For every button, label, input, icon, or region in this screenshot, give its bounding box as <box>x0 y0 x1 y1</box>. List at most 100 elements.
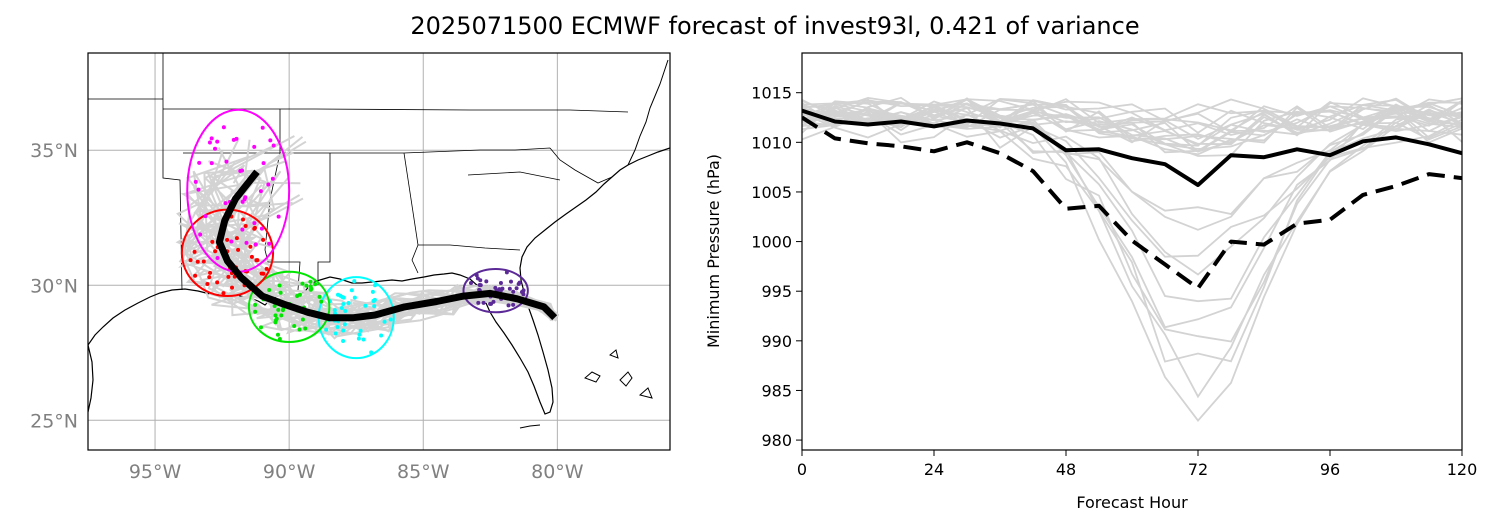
member-position-dot <box>521 292 526 297</box>
member-position-dot <box>382 319 387 324</box>
member-position-dot <box>500 286 505 291</box>
member-position-dot <box>276 307 281 312</box>
member-position-dot <box>506 303 511 308</box>
member-pressure-line <box>802 110 1462 215</box>
member-position-dot <box>279 313 284 318</box>
member-position-dot <box>356 336 361 341</box>
pressure-series <box>802 108 1462 291</box>
member-position-dot <box>193 273 198 278</box>
member-position-dot <box>319 299 324 304</box>
member-position-dot <box>221 291 226 296</box>
y-tick-label: 1010 <box>751 133 792 152</box>
member-position-dot <box>259 226 264 231</box>
member-position-dot <box>203 214 208 219</box>
solid-pressure-line <box>802 108 1462 187</box>
member-position-dot <box>242 197 247 202</box>
member-position-dot <box>236 247 241 252</box>
member-position-dot <box>372 304 377 309</box>
member-position-dot <box>215 139 220 144</box>
y-tick-label: 995 <box>761 282 792 301</box>
member-position-dot <box>514 286 519 291</box>
member-position-dot <box>215 256 220 261</box>
y-tick-label: 990 <box>761 332 792 351</box>
lat-tick-label: 25°N <box>30 410 78 432</box>
member-pressure-lines <box>802 96 1462 423</box>
member-position-dot <box>240 227 245 232</box>
member-position-dot <box>308 279 313 284</box>
y-tick-label: 1000 <box>751 233 792 252</box>
member-position-dot <box>333 331 338 336</box>
member-position-dot <box>197 160 202 165</box>
member-position-dot <box>388 317 393 322</box>
member-position-dot <box>208 270 213 275</box>
member-position-dot <box>349 288 354 293</box>
member-position-dot <box>379 333 384 338</box>
member-position-dot <box>193 179 198 184</box>
member-position-dot <box>261 271 266 276</box>
lon-tick-label: 90°W <box>263 461 316 483</box>
member-position-dot <box>341 328 346 333</box>
member-position-dot <box>352 295 357 300</box>
member-position-dot <box>244 240 249 245</box>
member-position-dot <box>371 298 376 303</box>
member-position-dot <box>297 292 302 297</box>
member-position-dot <box>297 327 302 332</box>
member-position-dot <box>243 223 248 228</box>
member-position-dot <box>342 322 347 327</box>
member-position-dot <box>516 282 521 287</box>
member-position-dot <box>198 232 203 237</box>
member-position-dot <box>207 140 212 145</box>
member-position-dot <box>252 225 257 230</box>
member-position-dot <box>215 280 220 285</box>
pressure-panel: 0 24 48 72 96 120 980 985 990 995 1000 1005 1010 1015… <box>704 52 1477 512</box>
member-position-dot <box>253 302 258 307</box>
x-tick-label: 48 <box>1056 460 1076 479</box>
member-position-dot <box>213 249 218 254</box>
member-position-dot <box>341 295 346 300</box>
figure-title: 2025071500 ECMWF forecast of invest93l, … <box>410 12 1140 40</box>
member-position-dot <box>317 294 322 299</box>
lon-tick-label: 80°W <box>531 461 584 483</box>
member-position-dot <box>478 278 483 283</box>
member-position-dot <box>277 283 282 288</box>
x-tick-label: 24 <box>924 460 944 479</box>
member-position-dot <box>260 125 265 130</box>
y-tick-label: 985 <box>761 381 792 400</box>
member-position-dot <box>267 241 272 246</box>
member-position-dot <box>225 237 230 242</box>
map-frame <box>87 52 671 451</box>
member-position-dot <box>508 279 513 284</box>
ensemble-member-tracks <box>175 135 560 340</box>
member-position-dot <box>332 308 337 313</box>
member-position-dot <box>292 323 297 328</box>
member-position-dot <box>224 159 229 164</box>
member-position-dot <box>192 249 197 254</box>
member-pressure-line <box>802 101 1462 329</box>
member-position-dot <box>267 287 272 292</box>
member-pressure-line <box>802 110 1462 258</box>
member-position-dot <box>276 214 281 219</box>
member-position-dot <box>270 176 275 181</box>
x-tick-label: 72 <box>1188 460 1208 479</box>
member-position-dot <box>300 281 305 286</box>
member-position-dot <box>209 161 214 166</box>
member-position-dot <box>341 339 346 344</box>
member-position-dot <box>209 136 214 141</box>
member-position-dot <box>249 254 254 259</box>
member-position-dot <box>255 258 260 263</box>
member-position-dot <box>280 308 285 313</box>
member-position-dot <box>252 221 257 226</box>
member-position-dot <box>195 259 200 264</box>
member-position-dot <box>248 244 253 249</box>
member-position-dot <box>493 285 498 290</box>
member-pressure-line <box>802 102 1462 303</box>
y-tick-label: 1015 <box>751 84 792 103</box>
member-position-dot <box>230 285 235 290</box>
coastline <box>88 147 670 415</box>
member-position-dot <box>338 293 343 298</box>
member-position-dot <box>266 182 271 187</box>
member-position-dot <box>507 286 512 291</box>
coastline-northeast <box>627 59 669 166</box>
map-gridlines <box>88 53 670 450</box>
